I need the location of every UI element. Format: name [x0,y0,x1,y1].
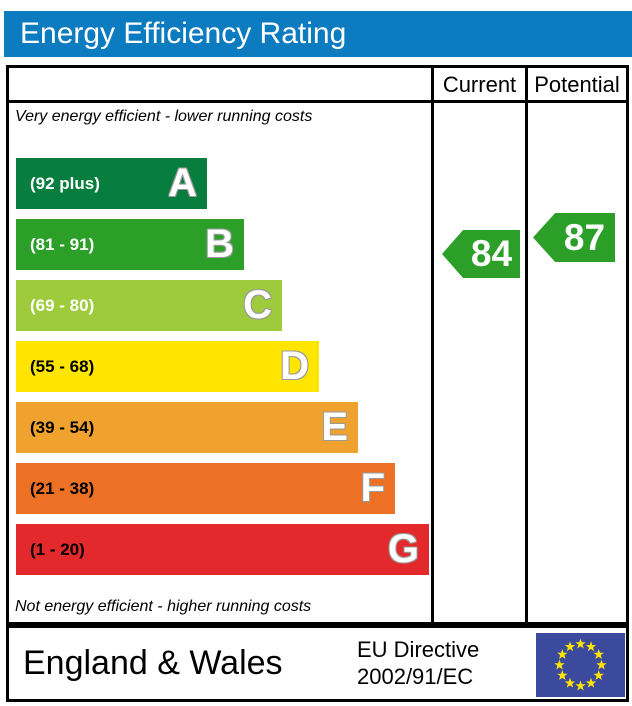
band-e: (39 - 54) E [16,402,358,453]
footer: England & Wales EU Directive 2002/91/EC [6,625,629,702]
band-range-label: (69 - 80) [30,295,95,315]
eu-flag-icon [536,633,625,697]
page-title: Energy Efficiency Rating [20,17,347,50]
band-range-label: (92 plus) [30,173,100,193]
region-label: England & Wales [23,644,283,682]
band-letter: D [280,344,309,388]
band-a: (92 plus) A [16,158,207,209]
eu-directive-line1: EU Directive [357,637,480,662]
band-range-label: (55 - 68) [30,356,95,376]
header-separator [9,100,626,103]
bottom-note: Not energy efficient - higher running co… [15,598,312,615]
band-letter: F [360,466,385,510]
column-header-current: Current [442,72,517,97]
bands: (92 plus) A (81 - 91) B (69 - 80) C (55 - 68) D… [16,158,429,585]
band-range-label: (39 - 54) [30,417,95,437]
band-c: (69 - 80) C [16,280,282,331]
column-divider-current [431,68,434,622]
current-rating-value: 84 [470,233,513,274]
band-b: (81 - 91) B [16,219,244,270]
column-header-potential: Potential [534,72,620,97]
top-note: Very energy efficient - lower running co… [15,108,313,125]
band-range-label: (81 - 91) [30,234,95,254]
band-f: (21 - 38) F [16,463,395,514]
band-range-label: (1 - 20) [30,539,85,559]
rating-table: Current Potential Very energy efficient … [6,65,629,625]
title-bar: Energy Efficiency Rating [4,11,632,57]
band-range-label: (21 - 38) [30,478,95,498]
potential-rating-value: 87 [563,216,606,258]
band-letter: A [168,161,197,205]
band-g: (1 - 20) G [16,524,429,575]
band-letter: E [321,405,348,449]
eu-directive-line2: 2002/91/EC [357,664,474,689]
eu-directive-label: EU Directive 2002/91/EC [357,636,479,690]
column-divider-potential [525,68,528,622]
band-d: (55 - 68) D [16,341,319,392]
band-letter: C [243,283,272,327]
band-letter: B [205,222,234,266]
current-rating-arrow: 84 [442,230,520,278]
band-letter: G [387,527,419,571]
potential-rating-arrow: 87 [533,213,615,262]
